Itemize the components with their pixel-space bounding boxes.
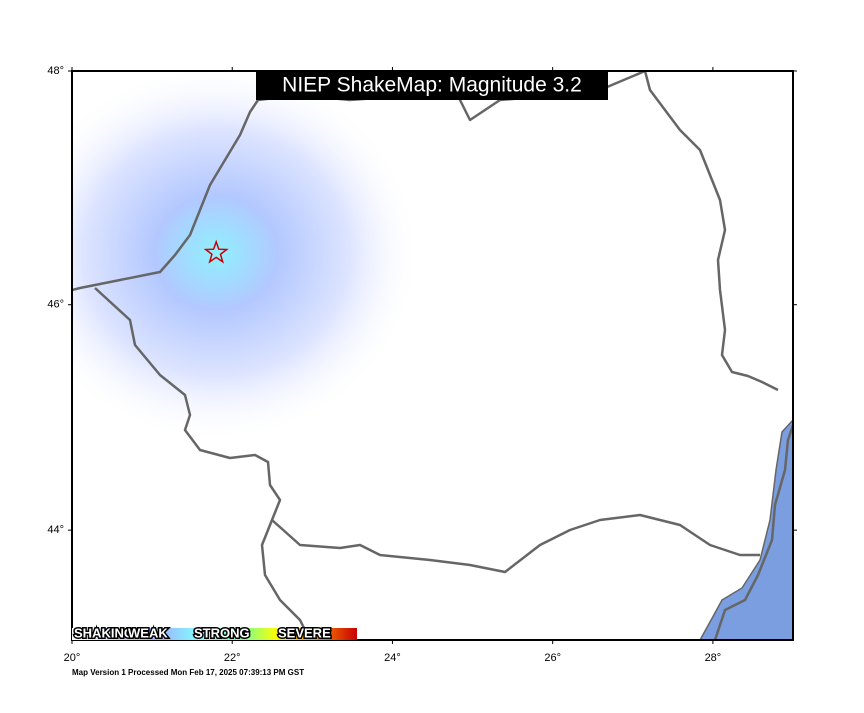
lon-tick-label: 20° [64, 652, 81, 664]
map-frame [71, 70, 794, 641]
lon-tick-label: 22° [224, 652, 241, 664]
lat-tick-label: 46° [47, 299, 64, 311]
country-border [72, 99, 260, 292]
map-title: NIEP ShakeMap: Magnitude 3.2 [282, 74, 582, 97]
country-border [94, 287, 312, 640]
country-border [643, 71, 779, 392]
footer-note: Map Version 1 Processed Mon Feb 17, 2025… [72, 668, 304, 677]
danube-border [271, 513, 760, 574]
country-border [713, 424, 793, 640]
epicenter-marker [203, 239, 229, 264]
legend-label: SEVERE [278, 625, 331, 640]
lat-tick-label: 44° [47, 524, 64, 536]
legend-label: STRONG [194, 625, 250, 640]
map-area [72, 71, 793, 640]
lat-tick-label: 48° [47, 65, 64, 77]
lon-tick-label: 28° [705, 652, 722, 664]
legend-label: WEAK [128, 625, 168, 640]
lon-tick-label: 24° [384, 652, 401, 664]
legend-label: SHAKING [74, 625, 134, 640]
title-background [256, 72, 608, 100]
legend-scale [72, 628, 357, 640]
shaking-intensity [72, 71, 422, 443]
lon-tick-label: 26° [544, 652, 561, 664]
black-sea [699, 418, 793, 640]
